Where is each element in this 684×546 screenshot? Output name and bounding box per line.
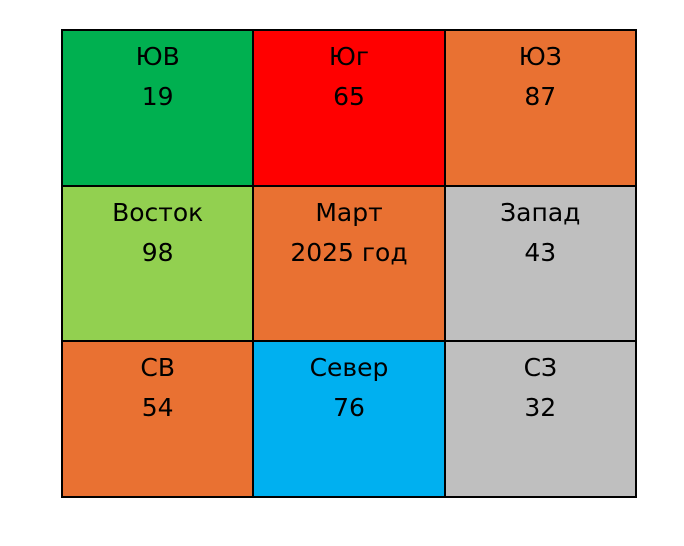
cell-label: СВ — [140, 353, 175, 383]
grid-cell: ЮЗ 87 — [444, 30, 636, 186]
cell-value: 19 — [141, 82, 174, 111]
cell-label: Запад — [500, 197, 581, 227]
grid-cell: Март 2025 год — [253, 185, 445, 342]
cell-label: Юг — [328, 42, 370, 71]
cell-value: 98 — [141, 237, 174, 267]
cell-label: Март — [315, 197, 383, 227]
cell-value: 76 — [333, 393, 365, 423]
grid-cell: Север 76 — [253, 341, 445, 497]
cell-value: 32 — [524, 393, 557, 423]
cell-label: СЗ — [523, 353, 558, 383]
cell-label: ЮВ — [135, 42, 180, 71]
cell-value: 43 — [524, 237, 557, 267]
cell-value: 87 — [524, 82, 557, 111]
cell-label: ЮЗ — [518, 42, 562, 71]
cell-label: Восток — [112, 197, 204, 227]
grid-cell: Запад 43 — [444, 185, 636, 342]
grid-cell: СВ 54 — [62, 341, 254, 497]
grid-cell: СЗ 32 — [444, 341, 636, 497]
cell-value: 65 — [333, 82, 365, 111]
direction-grid: ЮВ 19 Юг 65 ЮЗ 87 Восток 98 Март 2025 год Запад 43 С… — [61, 29, 637, 498]
grid-cell: ЮВ 19 — [62, 30, 254, 186]
cell-value: 2025 год — [290, 237, 408, 267]
cell-label: Север — [309, 353, 389, 383]
grid-cell: Восток 98 — [62, 185, 254, 342]
grid-cell: Юг 65 — [253, 30, 445, 186]
cell-value: 54 — [141, 393, 174, 423]
